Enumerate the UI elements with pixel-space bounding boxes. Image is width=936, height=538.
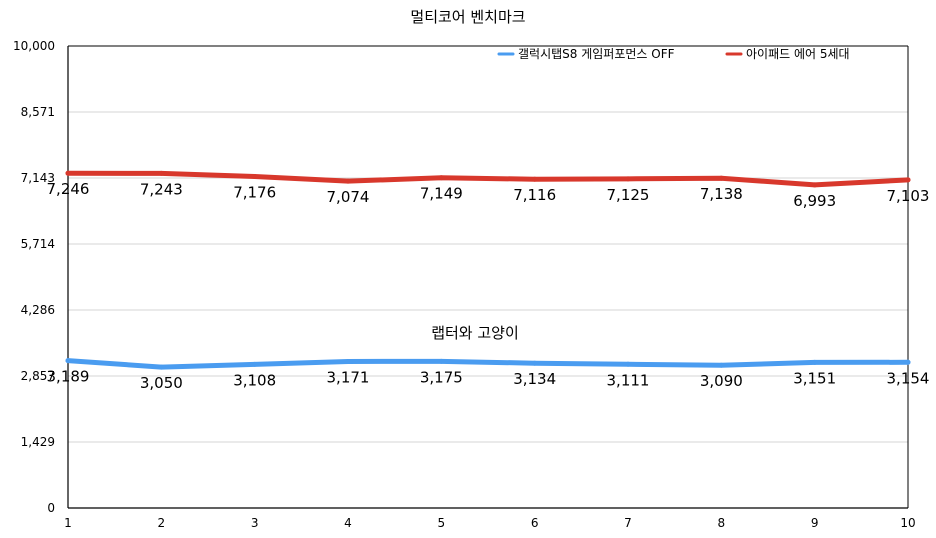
y-tick-label: 8,571	[21, 105, 55, 119]
data-label: 3,175	[420, 368, 463, 386]
data-label: 7,246	[47, 180, 90, 198]
data-label: 3,050	[140, 374, 183, 392]
series-line-2	[65, 170, 911, 188]
data-point	[625, 176, 631, 182]
data-label: 3,111	[607, 371, 650, 389]
x-tick-label: 2	[158, 516, 166, 530]
data-point	[345, 358, 351, 364]
y-tick-label: 7,143	[21, 171, 55, 185]
x-tick-label: 5	[438, 516, 446, 530]
data-label: 7,074	[327, 188, 370, 206]
data-point	[345, 178, 351, 184]
data-point	[438, 175, 444, 181]
data-labels: 3,189 3,050 3,108 3,171 3,175 3,134 3,111 3,090…	[47, 180, 930, 392]
data-point	[718, 362, 724, 368]
data-label: 7,243	[140, 180, 183, 198]
data-label: 3,090	[700, 372, 743, 390]
data-label: 3,171	[327, 368, 370, 386]
data-label: 3,189	[47, 368, 90, 386]
data-point	[532, 176, 538, 182]
data-point	[812, 359, 818, 365]
x-tick-label: 10	[900, 516, 915, 530]
x-tick-label: 8	[718, 516, 726, 530]
x-tick-labels: 1 2 3 4 5 6 7 8 9 10	[64, 516, 915, 530]
legend-label: 아이패드 에어 5세대	[746, 47, 850, 61]
data-point	[438, 358, 444, 364]
x-tick-label: 3	[251, 516, 259, 530]
x-tick-label: 7	[624, 516, 632, 530]
data-label: 3,108	[233, 371, 276, 389]
data-label: 7,125	[607, 186, 650, 204]
data-label: 7,176	[233, 183, 276, 201]
data-point	[65, 170, 71, 176]
legend: 갤럭시탭S8 게임퍼포먼스 OFF 아이패드 에어 5세대	[497, 47, 850, 61]
y-tick-labels: 0 1,429 2,857 4,286 5,714 7,143 8,571 10,000	[13, 39, 55, 515]
data-label: 3,154	[887, 369, 930, 387]
data-point	[905, 177, 911, 183]
data-label: 7,138	[700, 185, 743, 203]
x-tick-label: 4	[344, 516, 352, 530]
data-point	[65, 358, 71, 364]
y-tick-label: 10,000	[13, 39, 55, 53]
y-tick-label: 5,714	[21, 237, 55, 251]
data-point	[905, 359, 911, 365]
data-point	[158, 364, 164, 370]
series-lines	[65, 170, 911, 370]
chart-title: 멀티코어 벤치마크	[410, 8, 525, 26]
legend-label: 갤럭시탭S8 게임퍼포먼스 OFF	[518, 47, 675, 61]
data-label: 3,134	[513, 370, 556, 388]
y-tick-label: 0	[47, 501, 55, 515]
series-line-1	[65, 358, 911, 370]
data-point	[252, 361, 258, 367]
data-label: 7,103	[887, 187, 930, 205]
data-point	[252, 173, 258, 179]
data-point	[158, 170, 164, 176]
y-tick-label: 4,286	[21, 303, 55, 317]
data-label: 7,149	[420, 185, 463, 203]
data-point	[718, 175, 724, 181]
y-tick-label: 2,857	[21, 369, 55, 383]
data-point	[532, 360, 538, 366]
axes	[67, 45, 909, 509]
x-tick-label: 9	[811, 516, 819, 530]
data-label: 6,993	[793, 192, 836, 210]
data-label: 3,151	[793, 369, 836, 387]
data-point	[625, 361, 631, 367]
x-tick-label: 1	[64, 516, 72, 530]
data-label: 7,116	[513, 186, 556, 204]
y-tick-label: 1,429	[21, 435, 55, 449]
watermark-text: 랩터와 고양이	[431, 324, 519, 342]
gridlines	[68, 111, 908, 443]
x-tick-label: 6	[531, 516, 539, 530]
data-point	[812, 182, 818, 188]
